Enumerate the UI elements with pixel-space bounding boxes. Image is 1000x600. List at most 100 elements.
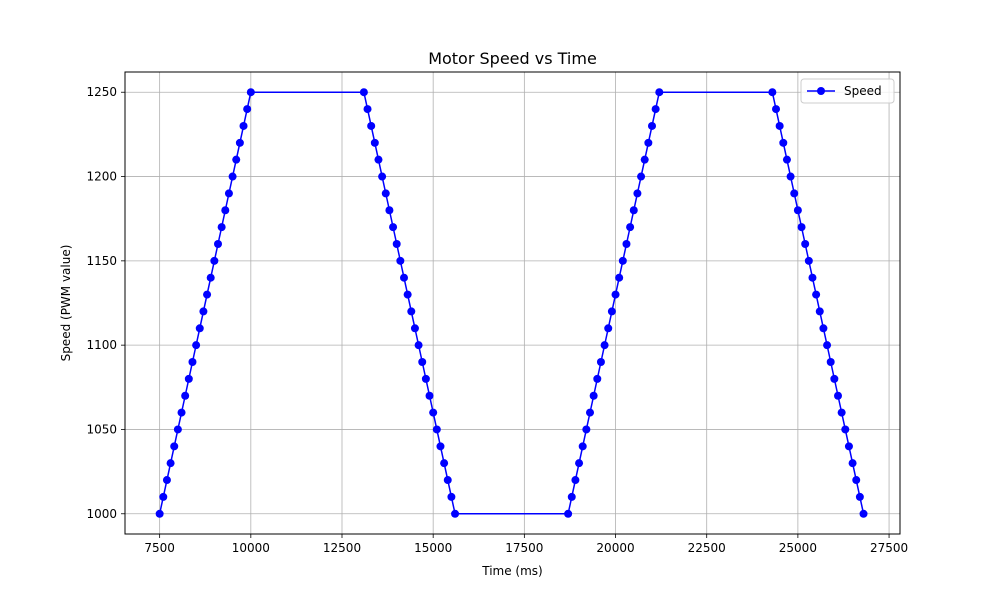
data-point xyxy=(224,189,233,198)
x-tick-label: 15000 xyxy=(414,541,452,555)
data-point xyxy=(359,88,368,97)
data-point xyxy=(177,408,186,417)
data-point xyxy=(400,273,408,282)
data-point xyxy=(239,121,248,130)
data-point xyxy=(819,324,828,333)
data-point xyxy=(855,492,864,501)
x-tick-label: 22500 xyxy=(688,541,726,555)
data-point xyxy=(385,206,394,215)
data-point xyxy=(852,476,861,485)
data-point xyxy=(578,442,587,451)
axis-ticks: 7500 10000 12500 15000 17500 20000 22500 25000 2… xyxy=(86,85,908,555)
data-point xyxy=(378,172,387,181)
data-point xyxy=(159,492,168,501)
data-point xyxy=(432,425,441,434)
data-point xyxy=(826,358,835,367)
data-point xyxy=(243,105,252,114)
data-point xyxy=(173,425,182,434)
plot-series xyxy=(155,88,868,518)
data-point xyxy=(633,189,642,198)
data-point xyxy=(403,290,412,299)
data-point xyxy=(797,223,806,232)
data-point xyxy=(768,88,777,97)
data-point xyxy=(790,189,799,198)
data-point xyxy=(844,442,853,451)
data-point xyxy=(184,374,193,383)
x-tick-label: 27500 xyxy=(870,541,908,555)
x-tick-label: 17500 xyxy=(505,541,543,555)
data-point xyxy=(567,492,576,501)
data-point xyxy=(155,509,164,518)
data-point xyxy=(648,121,656,130)
data-point xyxy=(210,256,219,265)
data-point xyxy=(370,138,379,147)
data-point xyxy=(425,391,434,400)
data-point xyxy=(396,256,405,265)
data-point xyxy=(192,341,201,350)
data-point xyxy=(586,408,594,417)
data-point xyxy=(772,105,780,114)
y-tick-label: 1100 xyxy=(86,338,117,352)
data-point xyxy=(775,121,784,130)
data-point xyxy=(367,121,376,130)
data-point xyxy=(782,155,791,164)
data-point xyxy=(214,239,222,248)
data-point xyxy=(834,391,842,400)
legend-box xyxy=(800,78,895,104)
data-point xyxy=(203,290,212,299)
x-tick-label: 7500 xyxy=(144,541,175,555)
data-point xyxy=(589,391,598,400)
data-point xyxy=(622,239,631,248)
data-point xyxy=(246,88,255,97)
data-point xyxy=(823,341,832,350)
data-point xyxy=(447,492,456,501)
data-point xyxy=(815,307,824,316)
data-point xyxy=(575,459,584,468)
data-point xyxy=(166,459,175,468)
data-point xyxy=(655,88,664,97)
data-point xyxy=(429,408,438,417)
data-point xyxy=(593,374,602,383)
data-point xyxy=(436,442,445,451)
data-point xyxy=(629,206,638,215)
data-point xyxy=(604,324,613,333)
legend: Speed xyxy=(800,78,895,104)
data-point xyxy=(181,391,190,400)
data-point xyxy=(804,256,813,265)
y-tick-label: 1000 xyxy=(86,507,117,521)
data-point xyxy=(801,239,810,248)
data-point xyxy=(582,425,591,434)
plot-frame xyxy=(124,71,901,535)
data-point xyxy=(564,509,573,518)
data-point xyxy=(830,374,839,383)
data-point xyxy=(651,105,660,114)
data-point xyxy=(611,290,620,299)
data-point xyxy=(779,138,788,147)
y-tick-label: 1250 xyxy=(86,85,117,99)
legend-label: Speed xyxy=(844,84,882,98)
data-point xyxy=(571,476,580,485)
data-point xyxy=(443,476,452,485)
data-point xyxy=(217,223,226,232)
data-point xyxy=(421,374,430,383)
x-tick-label: 10000 xyxy=(232,541,270,555)
data-point xyxy=(232,155,241,164)
data-point xyxy=(440,459,449,468)
data-point xyxy=(607,307,616,316)
data-point xyxy=(206,273,215,282)
y-tick-label: 1050 xyxy=(86,422,117,436)
data-point xyxy=(389,223,398,232)
data-point xyxy=(451,509,460,518)
data-point xyxy=(418,358,427,367)
data-point xyxy=(812,290,821,299)
data-point xyxy=(195,324,204,333)
y-axis-label: Speed (PWM value) xyxy=(59,245,73,362)
data-point xyxy=(410,324,419,333)
x-axis-label: Time (ms) xyxy=(481,564,543,578)
data-point xyxy=(363,105,372,114)
data-point xyxy=(793,206,802,215)
chart-title: Motor Speed vs Time xyxy=(428,49,597,68)
data-point xyxy=(859,509,868,518)
data-point xyxy=(848,459,857,468)
